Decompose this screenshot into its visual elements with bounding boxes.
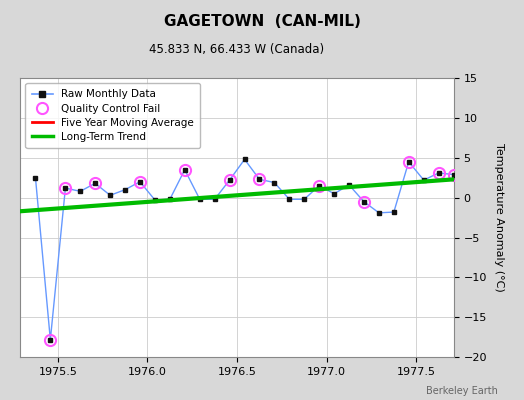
Title: 45.833 N, 66.433 W (Canada): 45.833 N, 66.433 W (Canada) xyxy=(149,43,325,56)
Text: GAGETOWN  (CAN-MIL): GAGETOWN (CAN-MIL) xyxy=(163,14,361,29)
Text: Berkeley Earth: Berkeley Earth xyxy=(426,386,498,396)
Legend: Raw Monthly Data, Quality Control Fail, Five Year Moving Average, Long-Term Tren: Raw Monthly Data, Quality Control Fail, … xyxy=(26,83,200,148)
Y-axis label: Temperature Anomaly (°C): Temperature Anomaly (°C) xyxy=(494,143,504,292)
